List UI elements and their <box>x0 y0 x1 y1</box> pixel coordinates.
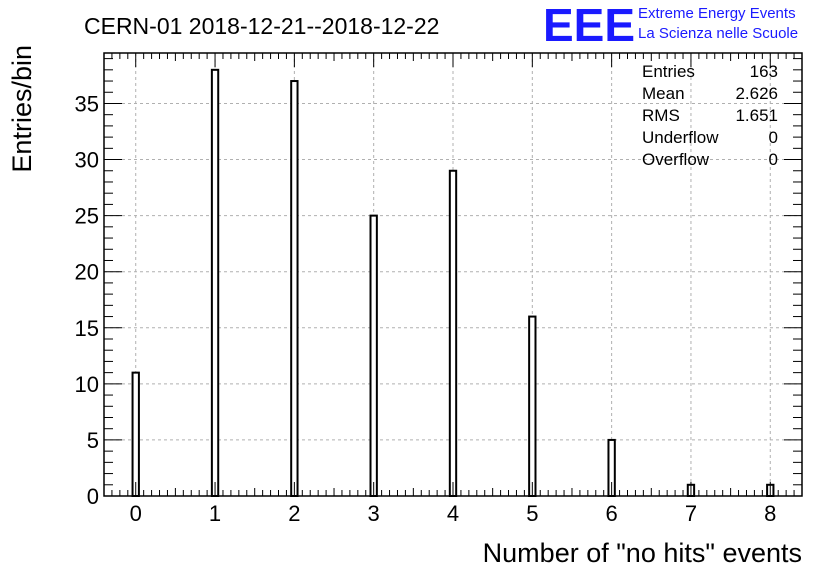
y-tick-label: 35 <box>75 91 99 116</box>
bar-2 <box>290 80 299 498</box>
stat-value: 0 <box>769 128 778 147</box>
x-tick-label: 7 <box>685 501 697 526</box>
y-tick-label: 15 <box>75 316 99 341</box>
stat-value: 163 <box>750 62 778 81</box>
x-tick-label: 1 <box>209 501 221 526</box>
x-tick-label: 3 <box>368 501 380 526</box>
y-tick-labels: 0 5 10 15 20 25 30 35 <box>75 91 99 509</box>
x-tick-label: 2 <box>288 501 300 526</box>
y-tick-label: 5 <box>87 428 99 453</box>
bar-1 <box>210 68 220 497</box>
x-tick-label: 6 <box>606 501 618 526</box>
logo-line2: La Scienza nelle Scuole <box>638 25 798 42</box>
bar-0 <box>131 371 140 497</box>
x-tick-label: 5 <box>526 501 538 526</box>
axes <box>103 52 803 497</box>
logo-mark: EEE <box>543 0 635 51</box>
stat-value: 0 <box>769 150 778 169</box>
bar-4 <box>448 169 458 497</box>
y-tick-label: 10 <box>75 372 99 397</box>
y-tick-label: 20 <box>75 260 99 285</box>
bar-3 <box>369 214 378 498</box>
stat-label: RMS <box>642 106 680 125</box>
chart-title: CERN-01 2018-12-21--2018-12-22 <box>84 13 439 39</box>
x-tick-label: 8 <box>764 501 776 526</box>
stat-label: Overflow <box>642 150 710 169</box>
x-tick-label: 0 <box>130 501 142 526</box>
x-tick-labels: 0 1 2 3 4 5 6 7 8 <box>130 501 777 526</box>
bar-5 <box>528 315 537 498</box>
eee-logo: EEE Extreme Energy Events La Scienza nel… <box>543 0 798 51</box>
x-tick-label: 4 <box>447 501 459 526</box>
y-tick-label: 0 <box>87 484 99 509</box>
stat-label: Underflow <box>642 128 719 147</box>
stat-label: Entries <box>642 62 695 81</box>
stat-value: 2.626 <box>735 84 778 103</box>
y-axis-title: Entries/bin <box>7 45 37 173</box>
y-tick-label: 25 <box>75 204 99 229</box>
y-tick-label: 30 <box>75 148 99 173</box>
logo-line1: Extreme Energy Events <box>638 5 796 22</box>
stat-value: 1.651 <box>735 106 778 125</box>
stat-label: Mean <box>642 84 685 103</box>
x-axis-title: Number of "no hits" events <box>483 538 802 568</box>
stats-box: Entries 163 Mean 2.626 RMS 1.651 Underflow 0 Ove… <box>642 62 778 169</box>
